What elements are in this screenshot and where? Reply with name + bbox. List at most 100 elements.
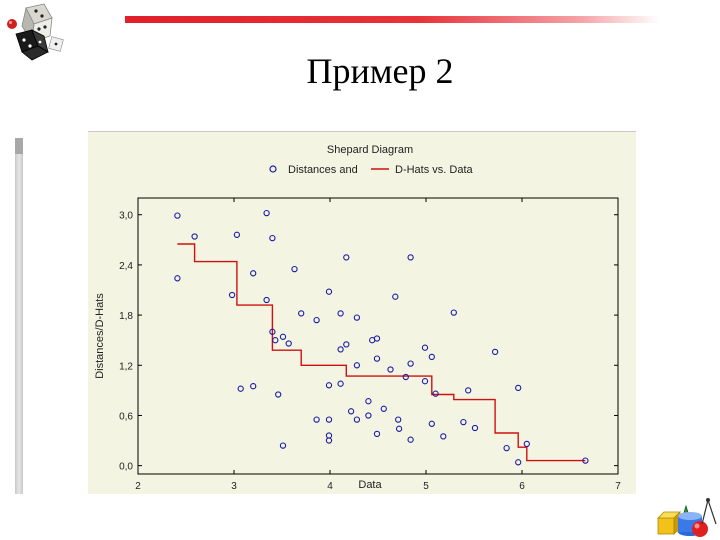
data-point (421, 344, 429, 351)
data-point (353, 362, 361, 369)
data-point (228, 291, 236, 299)
data-point (523, 440, 530, 448)
data-point (263, 296, 270, 304)
series-distances (174, 209, 589, 466)
data-point (313, 416, 320, 423)
x-tick-label: 7 (615, 481, 621, 492)
data-point (325, 437, 333, 444)
data-point (313, 316, 320, 324)
data-point (337, 346, 344, 353)
data-point (347, 408, 355, 415)
data-point (491, 348, 499, 356)
data-point (471, 424, 479, 432)
data-point (325, 382, 333, 389)
data-point (174, 212, 181, 219)
y-tick-label: 1,8 (119, 311, 133, 322)
data-point (237, 385, 244, 392)
data-point (353, 416, 361, 423)
data-point (503, 444, 510, 452)
y-axis (138, 214, 618, 467)
y-tick-label: 2,4 (119, 261, 133, 272)
legend-marker-points (269, 165, 277, 173)
data-point (279, 333, 287, 340)
x-tick-label: 5 (423, 481, 429, 492)
data-point (337, 310, 344, 317)
data-point (428, 420, 435, 427)
data-point (325, 288, 333, 295)
shepard-chart: Shepard Diagram Distances and D-Hats vs.… (94, 144, 621, 492)
x-tick-label: 3 (231, 481, 237, 492)
data-point (515, 459, 522, 466)
data-point (272, 337, 279, 344)
data-point (387, 366, 394, 373)
side-accent-cap (15, 138, 23, 154)
data-point (407, 254, 414, 261)
data-point (250, 270, 257, 277)
data-point (191, 233, 198, 240)
data-point (325, 432, 333, 439)
x-tick-label: 6 (519, 481, 525, 492)
data-point (428, 353, 435, 361)
data-point (395, 416, 402, 423)
y-tick-label: 0,6 (119, 411, 133, 422)
chart-panel: Shepard Diagram Distances and D-Hats vs.… (88, 131, 636, 494)
data-point (343, 341, 350, 348)
series-d-hats (177, 243, 586, 462)
data-point (582, 457, 589, 464)
title-accent-bar (125, 16, 660, 23)
data-point (365, 398, 372, 405)
data-point (343, 254, 350, 261)
legend-label-line: D-Hats vs. Data (395, 164, 474, 176)
data-point (465, 387, 472, 394)
chart-title: Shepard Diagram (327, 144, 413, 156)
x-axis-label: Data (358, 479, 382, 491)
data-point (269, 234, 276, 242)
data-point (395, 425, 403, 432)
data-point (407, 436, 414, 443)
data-point (263, 209, 270, 217)
data-point (291, 265, 298, 273)
data-point (440, 433, 447, 440)
data-point (373, 335, 381, 342)
data-point (174, 275, 181, 282)
data-point (337, 380, 344, 387)
y-axis-label: Distances/D-Hats (94, 293, 106, 379)
slide-title: Пример 2 (306, 51, 454, 91)
side-accent-bar (15, 138, 23, 494)
x-axis (137, 198, 619, 474)
plot-area (137, 197, 619, 475)
data-point (373, 355, 381, 362)
legend: Distances and D-Hats vs. Data (269, 164, 474, 176)
data-point (392, 293, 399, 300)
data-point (515, 384, 522, 392)
data-point (402, 373, 409, 381)
x-tick-label: 2 (135, 481, 141, 492)
step-line (177, 243, 586, 462)
data-point (365, 412, 372, 419)
data-point (373, 430, 381, 438)
y-tick-labels: 0,0 0,6 1,2 1,8 2,4 3,0 (119, 211, 133, 473)
x-tick-label: 4 (327, 481, 333, 492)
x-tick-labels: 2 3 4 5 6 7 (135, 481, 621, 492)
data-point (407, 360, 414, 367)
y-tick-label: 1,2 (119, 361, 133, 372)
legend-label-points: Distances and (288, 164, 358, 176)
data-point (460, 418, 467, 426)
data-point (285, 340, 292, 347)
data-point (421, 378, 429, 385)
data-point (353, 314, 361, 321)
data-point (450, 309, 457, 316)
geometry-shapes-decoration (657, 498, 717, 537)
data-point (275, 391, 282, 398)
data-point (279, 442, 287, 449)
data-point (233, 231, 241, 238)
data-point (269, 328, 276, 335)
y-tick-label: 3,0 (119, 211, 133, 222)
data-point (432, 390, 439, 397)
data-point (325, 416, 333, 423)
dice-logo (7, 3, 64, 61)
data-point (380, 405, 387, 412)
y-tick-label: 0,0 (119, 462, 133, 473)
data-point (250, 383, 257, 390)
data-point (298, 310, 305, 317)
